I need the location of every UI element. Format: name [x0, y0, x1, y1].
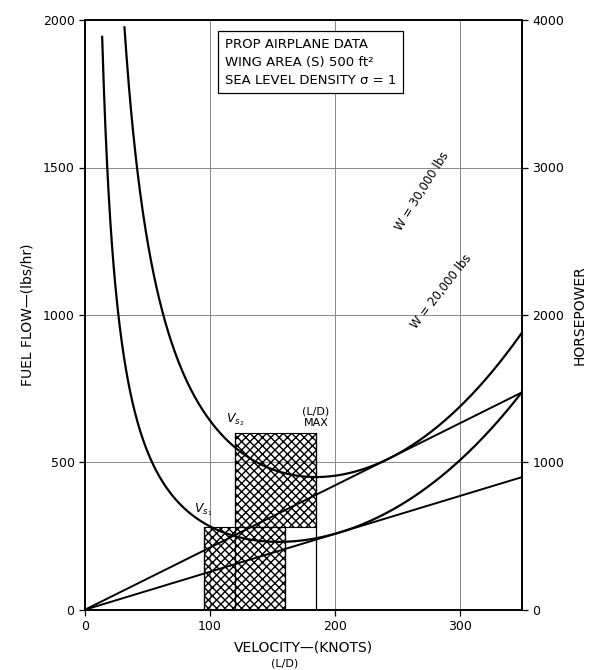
Text: PROP AIRPLANE DATA
WING AREA (S) 500 ft²
SEA LEVEL DENSITY σ = 1: PROP AIRPLANE DATA WING AREA (S) 500 ft²… — [225, 38, 396, 87]
Text: W = 30,000 lbs: W = 30,000 lbs — [393, 149, 452, 233]
X-axis label: VELOCITY—(KNOTS): VELOCITY—(KNOTS) — [234, 640, 373, 654]
Y-axis label: HORSEPOWER: HORSEPOWER — [572, 265, 586, 364]
Y-axis label: FUEL FLOW—(lbs/hr): FUEL FLOW—(lbs/hr) — [21, 244, 35, 386]
Text: $V_{s_2}$: $V_{s_2}$ — [226, 412, 244, 428]
Text: (L/D)
MAX: (L/D) MAX — [271, 659, 299, 670]
Text: $V_{s_1}$: $V_{s_1}$ — [194, 502, 213, 519]
Text: W = 20,000 lbs: W = 20,000 lbs — [408, 252, 474, 331]
Bar — [235, 433, 316, 527]
Bar — [203, 527, 285, 610]
Text: (L/D)
MAX: (L/D) MAX — [302, 407, 330, 428]
